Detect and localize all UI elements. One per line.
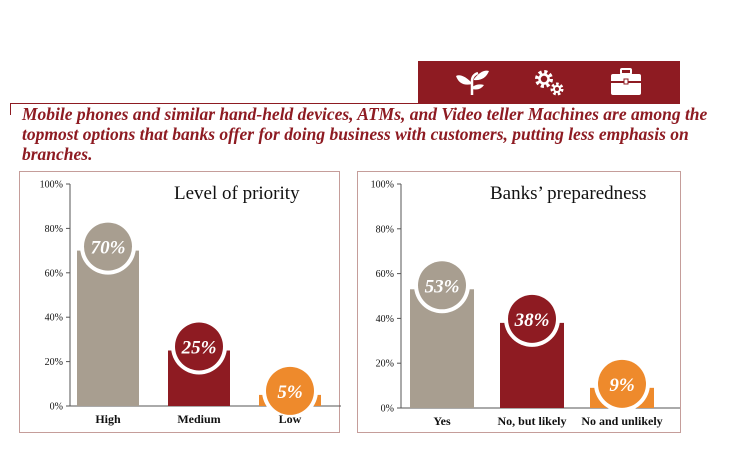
data-label: 25% <box>181 338 217 359</box>
data-label: 5% <box>277 382 302 403</box>
category-label: No and unlikely <box>581 414 662 428</box>
briefcase-icon <box>606 67 646 97</box>
header-banner <box>418 61 680 103</box>
bar <box>77 250 139 406</box>
category-label: No, but likely <box>497 414 566 428</box>
chart-title: Banks’ preparedness <box>490 183 646 204</box>
y-tick-label: 0% <box>50 402 63 413</box>
y-tick-label: 0% <box>381 404 394 415</box>
y-tick-label: 100% <box>371 180 394 191</box>
headline: Mobile phones and similar hand-held devi… <box>22 104 708 164</box>
chart-panel-preparedness: Banks’ preparedness 0% 20% 40% 60% 80% 100% 53%… <box>357 171 681 433</box>
data-label: 38% <box>514 310 550 331</box>
header-rule <box>10 103 680 104</box>
category-label: High <box>95 412 121 426</box>
bar-bubble <box>508 294 556 343</box>
bar-bubble <box>418 261 466 310</box>
data-label: 9% <box>609 375 634 396</box>
data-label: 53% <box>425 276 460 297</box>
chart-panel-priority: Level of priority 0% 20% 40% 60% 80% 100% 70% Hi… <box>19 171 341 433</box>
bar-bubble <box>175 322 223 371</box>
y-tick-label: 40% <box>376 314 394 325</box>
header-rule-tick <box>10 103 11 115</box>
y-tick-label: 80% <box>45 224 63 235</box>
data-label: 70% <box>91 238 126 259</box>
bar-bubble <box>598 359 646 408</box>
y-tick-label: 60% <box>45 268 63 279</box>
sprout-icon <box>452 67 492 97</box>
preparedness-chart: Banks’ preparedness 0% 20% 40% 60% 80% 100% 53%… <box>371 180 680 428</box>
category-label: Medium <box>177 412 220 426</box>
gears-icon <box>529 67 569 97</box>
bar-bubble <box>84 222 132 271</box>
priority-chart: Level of priority 0% 20% 40% 60% 80% 100% 70% Hi… <box>40 180 341 426</box>
category-label: Low <box>279 412 302 426</box>
bar-bubble <box>266 366 314 415</box>
chart-title: Level of priority <box>174 183 300 204</box>
y-tick-label: 60% <box>376 269 394 280</box>
category-label: Yes <box>433 414 451 428</box>
y-tick-label: 100% <box>40 180 63 191</box>
y-tick-label: 40% <box>45 313 63 324</box>
y-tick-label: 80% <box>376 224 394 235</box>
y-tick-label: 20% <box>376 359 394 370</box>
y-tick-label: 20% <box>45 357 63 368</box>
